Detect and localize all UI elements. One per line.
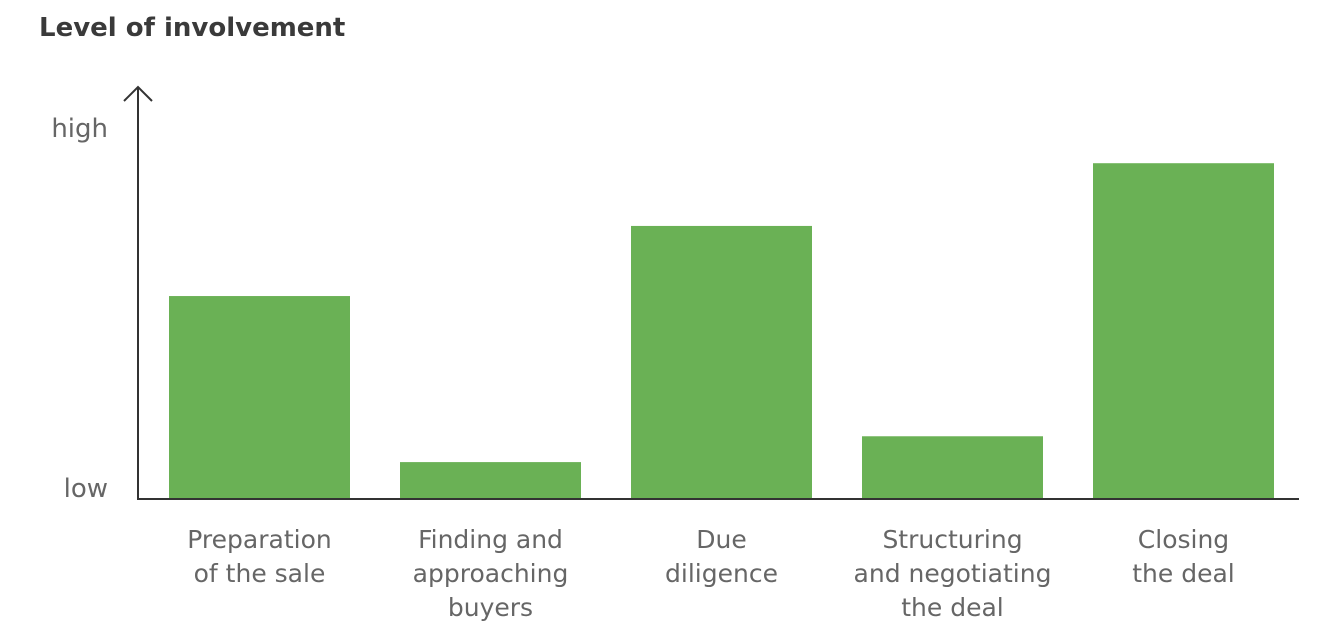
x-tick-labels: Preparation of the sale Finding and approac…	[187, 525, 1234, 622]
bar-1	[169, 296, 350, 499]
bars-group	[169, 163, 1274, 499]
x-tick-label-line: and negotiating	[854, 559, 1052, 588]
axes-group	[123, 85, 1299, 500]
x-tick-label-1: Preparation of the sale	[187, 525, 331, 588]
x-tick-label-line: Closing	[1138, 525, 1229, 554]
x-tick-label-line: Finding and	[418, 525, 563, 554]
x-tick-label-line: the deal	[1132, 559, 1235, 588]
bar-4	[862, 436, 1043, 499]
chart-title: Level of involvement	[39, 13, 345, 43]
y-tick-high: high	[51, 114, 108, 144]
x-tick-label-3: Due diligence	[665, 525, 778, 588]
x-tick-label-line: approaching	[413, 559, 569, 588]
y-tick-low: low	[64, 474, 108, 504]
x-tick-label-4: Structuring and negotiating the deal	[854, 525, 1052, 622]
x-tick-label-2: Finding and approaching buyers	[413, 525, 569, 622]
bar-3	[631, 225, 812, 499]
y-axis-arrow-icon	[123, 85, 153, 102]
x-tick-label-line: Structuring	[882, 525, 1022, 554]
bar-2	[400, 462, 581, 499]
x-tick-label-5: Closing the deal	[1132, 525, 1235, 588]
bar-5	[1093, 163, 1274, 499]
x-tick-label-line: the deal	[901, 593, 1004, 622]
x-tick-label-line: buyers	[448, 593, 533, 622]
x-tick-label-line: Preparation	[187, 525, 331, 554]
x-tick-label-line: Due	[696, 525, 746, 554]
x-tick-label-line: diligence	[665, 559, 778, 588]
x-tick-label-line: of the sale	[194, 559, 326, 588]
